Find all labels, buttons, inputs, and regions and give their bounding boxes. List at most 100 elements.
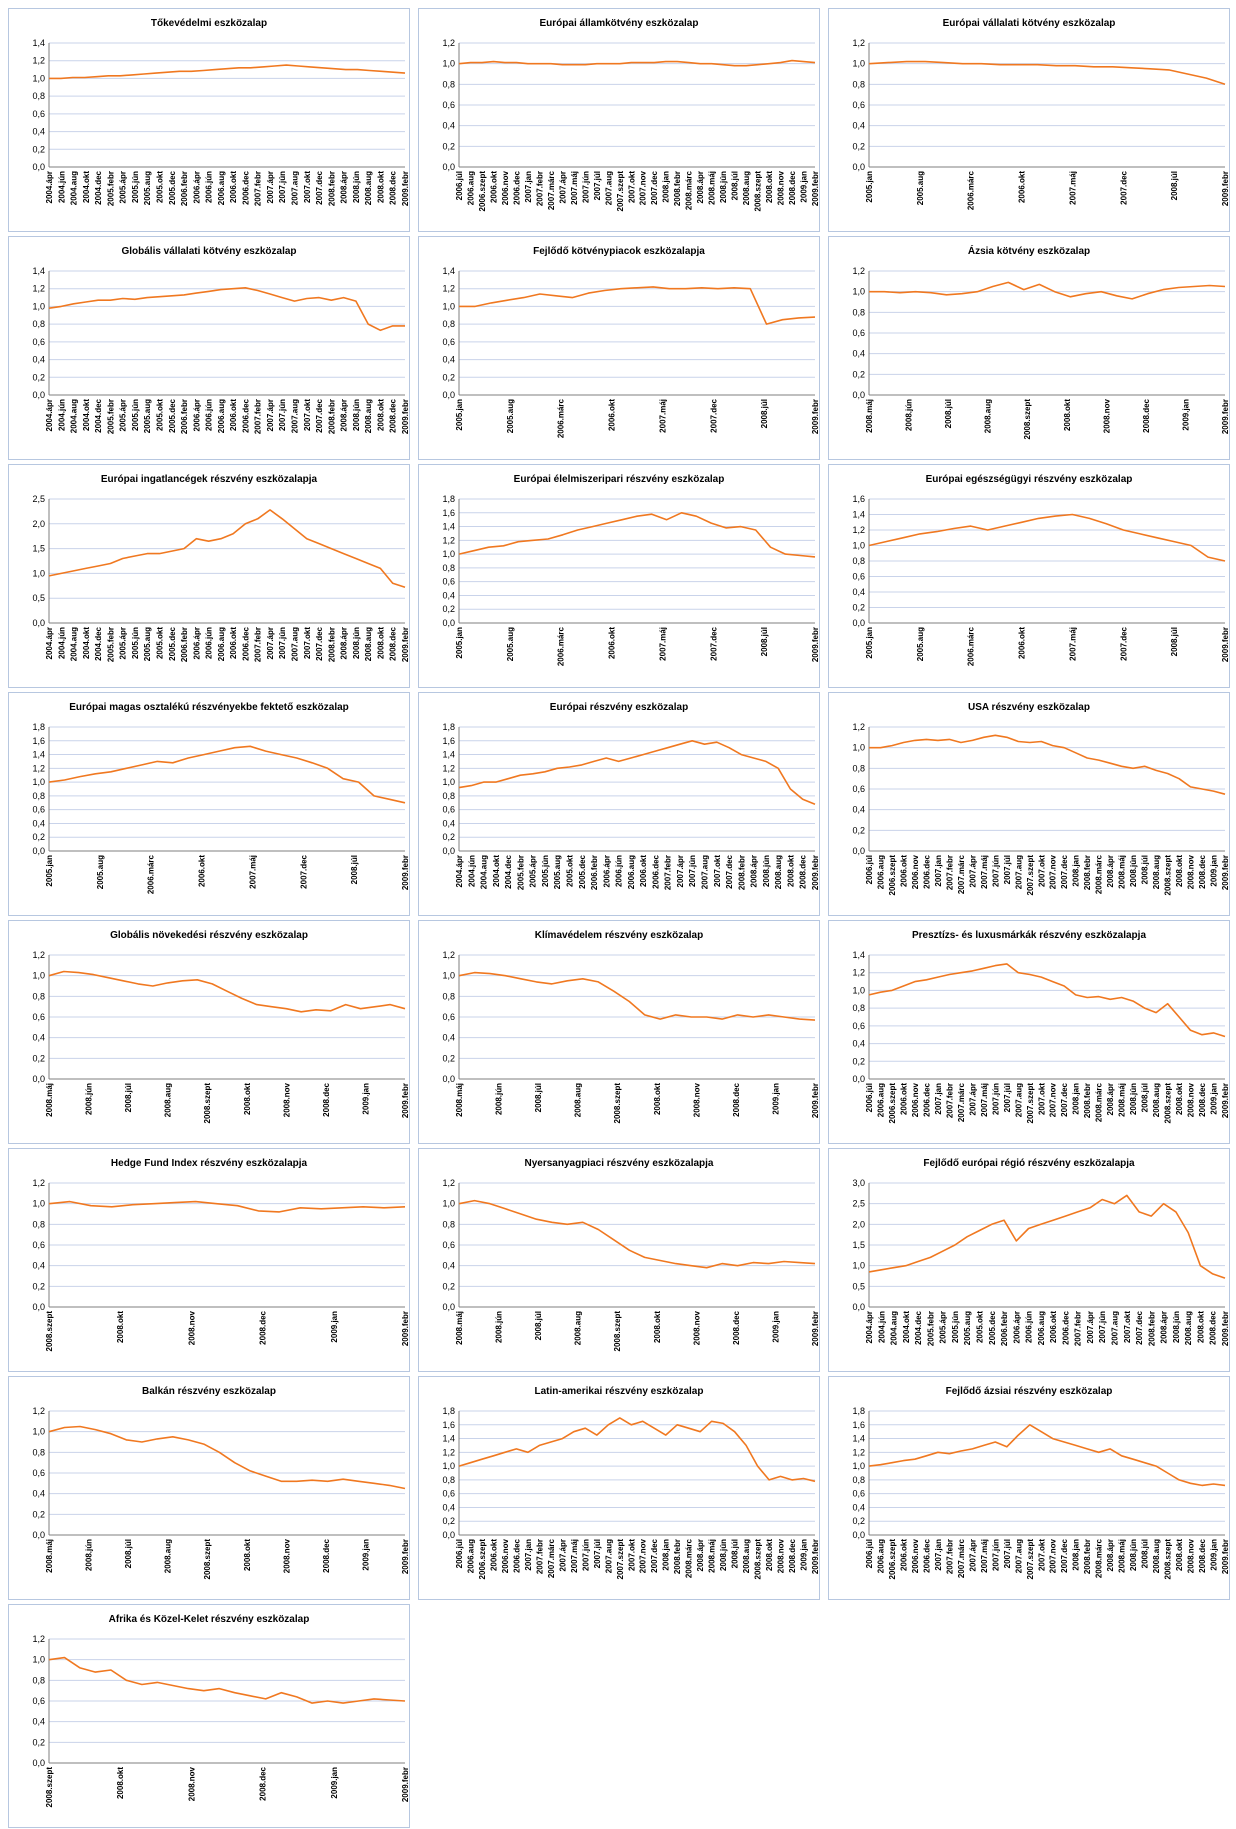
- x-tick-label: 2007.márc: [957, 1538, 966, 1578]
- y-tick-label: 0,4: [852, 1502, 865, 1512]
- x-tick-label: 2007.aug: [604, 171, 613, 205]
- y-tick-label: 1,2: [32, 1634, 45, 1644]
- x-tick-label: 2006.aug: [876, 855, 885, 889]
- y-tick-label: 1,2: [442, 763, 455, 773]
- x-tick-label: 2006.dec: [651, 854, 660, 888]
- y-tick-label: 0,2: [442, 1281, 455, 1291]
- line-chart: 0,0 0,2 0,4 0,6 0,8 1,0 1,2 2008.máj 2008.jún 200…: [442, 1178, 819, 1352]
- chart-title: Afrika és Közel-Kelet részvény eszközala…: [108, 1614, 310, 1625]
- x-tick-label: 2004.okt: [82, 399, 91, 431]
- x-tick-label: 2007.dec: [1060, 1538, 1069, 1572]
- x-tick-label: 2007.ápr: [968, 1083, 977, 1115]
- x-tick-label: 2006.dec: [922, 1082, 931, 1116]
- x-tick-label: 2005.ápr: [119, 627, 128, 659]
- x-tick-label: 2004.jún: [467, 855, 476, 887]
- x-tick-label: 2006.ápr: [192, 399, 201, 431]
- y-tick-label: 0,8: [442, 319, 455, 329]
- x-tick-label: 2005.okt: [155, 627, 164, 659]
- x-tick-label: 2008.máj: [708, 1539, 717, 1573]
- x-tick-label: 2008.aug: [574, 1083, 583, 1117]
- x-tick-label: 2006.aug: [627, 855, 636, 889]
- x-tick-label: 2006.dec: [1061, 1310, 1070, 1344]
- x-tick-label: 2008.szept: [203, 1539, 212, 1580]
- x-tick-label: 2009.febr: [401, 171, 409, 206]
- y-tick-label: 0,6: [442, 1240, 455, 1250]
- x-tick-label: 2006.okt: [1018, 627, 1027, 659]
- y-tick-label: 0,6: [32, 1468, 45, 1478]
- x-tick-label: 2006.okt: [229, 171, 238, 203]
- x-tick-label: 2006.nov: [911, 1538, 920, 1573]
- x-tick-label: 2005.jan: [455, 399, 464, 431]
- x-tick-label: 2007.okt: [303, 627, 312, 659]
- y-tick-label: 0,4: [442, 1502, 455, 1512]
- y-tick-label: 0,0: [442, 1302, 455, 1312]
- x-tick-label: 2006.szept: [888, 1083, 897, 1124]
- x-tick-label: 2007.aug: [291, 627, 300, 661]
- x-tick-label: 2009.febr: [1221, 171, 1229, 206]
- x-tick-label: 2007.júl: [593, 171, 602, 200]
- x-tick-label: 2007.febr: [945, 1083, 954, 1118]
- x-tick-label: 2006.szept: [888, 1539, 897, 1580]
- x-tick-label: 2007.máj: [980, 1539, 989, 1573]
- x-tick-label: 2008.okt: [376, 627, 385, 659]
- x-tick-label: 2004.dec: [504, 854, 513, 888]
- x-tick-label: 2008.okt: [243, 1539, 252, 1571]
- x-tick-label: 2008.júl: [534, 1083, 543, 1112]
- y-tick-label: 0,6: [442, 1489, 455, 1499]
- x-tick-label: 2008.nov: [777, 1538, 786, 1573]
- x-tick-label: 2008.okt: [786, 855, 795, 887]
- y-tick-label: 0,0: [852, 390, 865, 400]
- x-tick-label: 2006.okt: [489, 171, 498, 203]
- x-tick-label: 2005.jún: [131, 399, 140, 431]
- x-tick-label: 2008.jún: [352, 399, 361, 431]
- y-tick-label: 1,0: [852, 59, 865, 69]
- y-tick-label: 1,2: [32, 1406, 45, 1416]
- y-tick-label: 2,5: [852, 1199, 865, 1209]
- y-tick-label: 1,5: [32, 544, 45, 554]
- x-tick-label: 2008.aug: [164, 1539, 173, 1573]
- line-chart: 0,0 0,2 0,4 0,6 0,8 1,0 1,2 1,4 1,6 1,8 2005.jan 20…: [32, 722, 409, 894]
- x-tick-label: 2008.nov: [1187, 1538, 1196, 1573]
- x-tick-label: 2007.júl: [1003, 1539, 1012, 1568]
- x-tick-label: 2008.jún: [1172, 1311, 1181, 1343]
- x-tick-label: 2008.márc: [685, 170, 694, 210]
- x-tick-label: 2009.febr: [1221, 627, 1229, 662]
- x-tick-label: 2007.márc: [957, 854, 966, 894]
- x-tick-label: 2008.febr: [327, 171, 336, 206]
- x-tick-label: 2008.febr: [1083, 1083, 1092, 1118]
- x-tick-label: 2005.jan: [455, 627, 464, 659]
- x-tick-label: 2007.jan: [934, 1083, 943, 1115]
- y-tick-label: 2,0: [32, 519, 45, 529]
- y-tick-label: 0,8: [32, 1219, 45, 1229]
- x-tick-label: 2006.jún: [205, 399, 214, 431]
- x-tick-label: 2008.jún: [719, 1539, 728, 1571]
- x-tick-label: 2004.jún: [57, 171, 66, 203]
- chart-title: Európai magas osztalékú részvényekbe fek…: [69, 702, 349, 713]
- chart-title: USA részvény eszközalap: [968, 702, 1090, 713]
- x-tick-label: 2008.dec: [732, 1310, 741, 1344]
- x-tick-label: 2008.ápr: [1106, 855, 1115, 887]
- x-tick-label: 2008.jún: [1129, 1539, 1138, 1571]
- x-tick-label: 2005.dec: [168, 398, 177, 432]
- chart-title: Fejlődő kötvénypiacok eszközalapja: [533, 246, 705, 257]
- x-tick-label: 2008.dec: [1198, 854, 1207, 888]
- x-tick-label: 2006.ápr: [192, 627, 201, 659]
- x-tick-label: 2005.aug: [96, 855, 105, 889]
- x-tick-label: 2008.szept: [613, 1311, 622, 1352]
- y-tick-label: 0,6: [442, 577, 455, 587]
- y-tick-label: 0,4: [442, 818, 455, 828]
- x-tick-label: 2008.okt: [243, 1083, 252, 1115]
- series-line: [49, 64, 406, 80]
- chart-panel: Európai részvény eszközalap 0,0 0,2 0,4 0,6 0…: [418, 692, 820, 916]
- y-tick-label: 0,0: [442, 390, 455, 400]
- x-tick-label: 2005.ápr: [939, 1311, 948, 1343]
- x-tick-label: 2007.dec: [725, 854, 734, 888]
- y-tick-label: 1,0: [442, 301, 455, 311]
- y-tick-label: 0,4: [32, 1717, 45, 1727]
- chart-title: Globális vállalati kötvény eszközalap: [121, 246, 297, 257]
- y-tick-label: 1,5: [852, 1240, 865, 1250]
- x-tick-label: 2007.ápr: [558, 171, 567, 203]
- x-tick-label: 2008.okt: [653, 1311, 662, 1343]
